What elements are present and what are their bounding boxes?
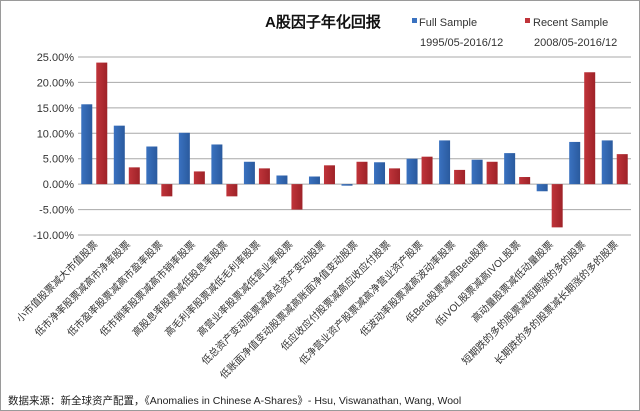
full-sample-bar bbox=[569, 141, 581, 185]
full-sample-bar bbox=[439, 140, 451, 185]
full-sample-legend-swatch bbox=[412, 18, 417, 23]
recent-sample-bar bbox=[551, 184, 563, 228]
recent-sample-bar bbox=[258, 168, 270, 185]
recent-sample-bar bbox=[193, 171, 205, 185]
full-sample-bar bbox=[178, 132, 190, 185]
full-sample-bar bbox=[536, 184, 548, 192]
full-sample-bar bbox=[113, 125, 125, 185]
bars bbox=[81, 62, 628, 228]
full-sample-bar bbox=[211, 144, 223, 185]
y-tick-label: -10.00% bbox=[33, 230, 74, 242]
recent-sample-legend-swatch bbox=[525, 18, 530, 23]
legend: Full Sample 1995/05-2016/12 Recent Sample 2… bbox=[412, 17, 617, 49]
y-tick-label: 10.00% bbox=[37, 128, 75, 140]
y-tick-label: 20.00% bbox=[37, 77, 75, 89]
y-tick-label: 15.00% bbox=[37, 103, 75, 115]
chart-title: A股因子年化回报 bbox=[265, 13, 381, 31]
recent-sample-bar bbox=[421, 156, 433, 185]
y-tick-label: 0.00% bbox=[43, 179, 74, 191]
full-sample-bar bbox=[243, 161, 255, 185]
recent-sample-bar bbox=[584, 72, 596, 185]
recent-sample-bar bbox=[616, 154, 628, 185]
full-sample-bar bbox=[406, 158, 418, 185]
y-tick-label: 25.00% bbox=[37, 52, 75, 64]
legend-series-name: Full Sample bbox=[419, 17, 477, 29]
full-sample-bar bbox=[504, 153, 516, 185]
full-sample-bar bbox=[81, 104, 93, 185]
legend-series-name: Recent Sample bbox=[533, 17, 608, 29]
full-sample-bar bbox=[601, 140, 613, 185]
recent-sample-bar bbox=[161, 184, 173, 197]
recent-sample-bar bbox=[96, 62, 108, 185]
recent-sample-bar bbox=[226, 184, 238, 197]
full-sample-bar bbox=[471, 159, 483, 185]
full-sample-bar bbox=[276, 175, 288, 185]
recent-sample-bar bbox=[519, 177, 531, 185]
full-sample-bar bbox=[308, 176, 320, 185]
legend-series-period: 2008/05-2016/12 bbox=[534, 37, 617, 49]
recent-sample-bar bbox=[356, 161, 368, 185]
recent-sample-bar bbox=[486, 161, 498, 185]
recent-sample-bar bbox=[454, 169, 466, 185]
recent-sample-bar bbox=[291, 184, 303, 210]
full-sample-bar bbox=[146, 146, 158, 185]
y-tick-label: 5.00% bbox=[43, 154, 74, 166]
recent-sample-bar bbox=[128, 167, 140, 185]
y-axis-ticks: 25.00% 20.00% 15.00% 10.00% 5.00% 0.00% -5.00%… bbox=[33, 52, 74, 242]
data-source-footer: 数据来源：新全球资产配置，《Anomalies in Chinese A-Sha… bbox=[8, 395, 462, 407]
y-tick-label: -5.00% bbox=[39, 205, 74, 217]
gridlines bbox=[78, 56, 631, 236]
recent-sample-bar bbox=[389, 168, 401, 185]
x-axis-labels: 小市值股票减大市值股票低市净率股票减高市净率股票低市盈率股票减高市盈率股票低市销… bbox=[13, 238, 620, 382]
full-sample-bar bbox=[341, 184, 353, 186]
full-sample-bar bbox=[374, 162, 386, 185]
legend-series-period: 1995/05-2016/12 bbox=[420, 37, 503, 49]
recent-sample-bar bbox=[323, 165, 335, 185]
